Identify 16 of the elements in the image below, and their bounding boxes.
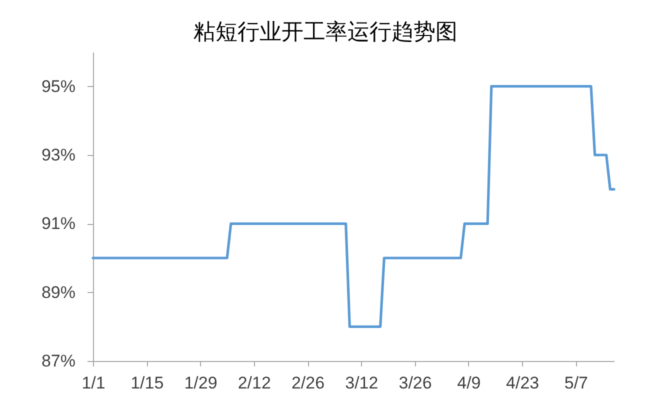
chart-title: 粘短行业开工率运行趋势图 bbox=[194, 19, 458, 44]
x-tick-label: 1/1 bbox=[82, 374, 106, 392]
x-tick-label: 4/23 bbox=[506, 374, 540, 392]
y-tick-label: 95% bbox=[41, 76, 76, 96]
x-tick-label: 1/15 bbox=[130, 374, 164, 392]
y-tick-label: 91% bbox=[41, 214, 76, 234]
x-tick-label: 1/29 bbox=[184, 374, 218, 392]
y-tick-label: 87% bbox=[41, 352, 76, 370]
x-tick-label: 4/9 bbox=[457, 374, 481, 392]
y-tick-label: 93% bbox=[41, 146, 76, 164]
x-tick-label: 2/26 bbox=[291, 374, 325, 392]
x-tick-label: 2/12 bbox=[238, 374, 271, 392]
x-tick-label: 3/26 bbox=[398, 374, 432, 392]
y-tick-label: 89% bbox=[41, 282, 76, 302]
x-tick-label: 5/7 bbox=[564, 374, 588, 392]
x-tick-label: 3/12 bbox=[345, 374, 378, 392]
